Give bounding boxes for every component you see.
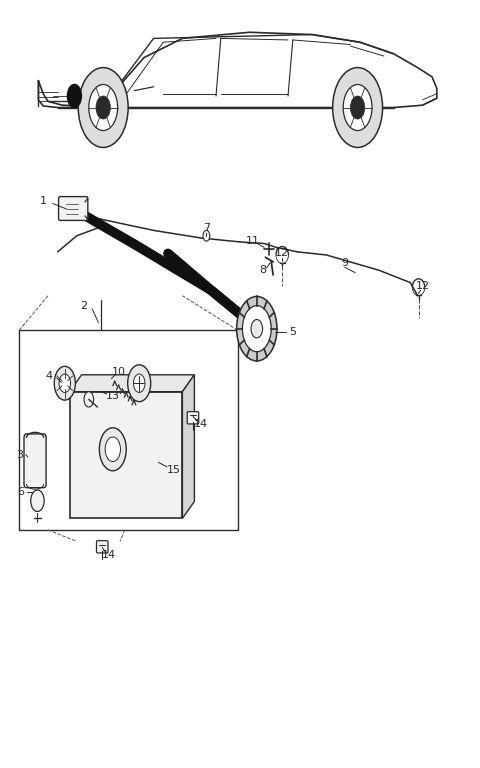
Text: 2: 2	[81, 300, 87, 311]
Circle shape	[237, 296, 277, 361]
Circle shape	[251, 319, 263, 338]
Circle shape	[89, 84, 118, 131]
Text: 11: 11	[246, 236, 260, 247]
Text: 15: 15	[167, 465, 181, 475]
Text: 14: 14	[193, 419, 208, 429]
Text: 3: 3	[16, 449, 23, 460]
FancyBboxPatch shape	[59, 197, 88, 220]
Circle shape	[59, 374, 71, 392]
FancyBboxPatch shape	[70, 392, 182, 518]
Polygon shape	[70, 375, 194, 392]
Text: 13: 13	[106, 391, 120, 402]
Circle shape	[128, 365, 151, 402]
Text: 4: 4	[46, 371, 53, 382]
Text: 6: 6	[18, 486, 24, 497]
Text: 8: 8	[260, 265, 266, 276]
Polygon shape	[182, 375, 194, 518]
Circle shape	[99, 428, 126, 471]
Circle shape	[133, 374, 145, 392]
Text: 12: 12	[416, 280, 431, 291]
Circle shape	[105, 437, 120, 462]
Bar	[19, 330, 238, 530]
Circle shape	[78, 68, 128, 147]
Circle shape	[96, 96, 110, 119]
Text: 1: 1	[40, 196, 47, 207]
Text: 9: 9	[341, 257, 348, 268]
Circle shape	[54, 366, 75, 400]
Circle shape	[31, 490, 44, 511]
Circle shape	[242, 306, 271, 352]
FancyBboxPatch shape	[24, 434, 46, 488]
FancyBboxPatch shape	[187, 412, 199, 424]
FancyBboxPatch shape	[96, 541, 108, 553]
Text: 10: 10	[112, 366, 126, 377]
Circle shape	[84, 392, 94, 407]
Text: 7: 7	[203, 223, 210, 233]
Circle shape	[350, 96, 365, 119]
Text: 5: 5	[289, 326, 296, 337]
Circle shape	[203, 230, 210, 241]
Circle shape	[333, 68, 383, 147]
Text: 12: 12	[275, 248, 289, 259]
Text: 14: 14	[102, 550, 116, 561]
Circle shape	[343, 84, 372, 131]
Circle shape	[67, 84, 82, 108]
